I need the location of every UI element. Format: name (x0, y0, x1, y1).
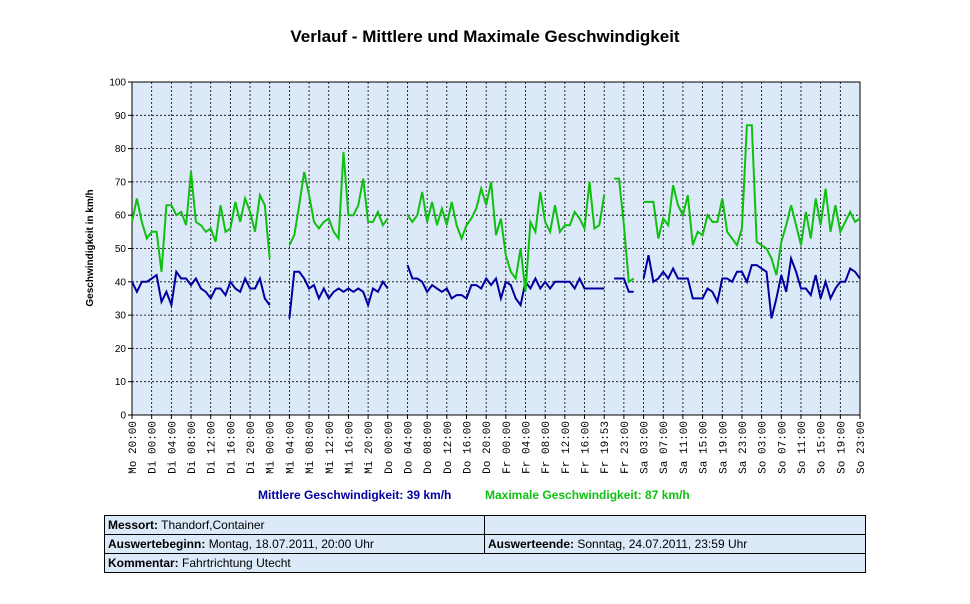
info-label: Auswerteende: (488, 537, 575, 551)
x-tick-label: Fr 08:00 (541, 421, 553, 474)
x-tick-label: Mi 08:00 (305, 421, 317, 474)
x-tick-label: Sa 23:00 (738, 421, 750, 474)
x-tick-label: So 11:00 (797, 421, 809, 474)
x-tick-label: Do 04:00 (403, 421, 415, 474)
x-tick-label: Fr 19:53 (600, 421, 612, 474)
y-tick-label: 50 (115, 244, 127, 255)
x-tick-label: Sa 19:00 (718, 421, 730, 474)
x-tick-label: So 19:00 (836, 421, 848, 474)
y-tick-label: 20 (115, 344, 127, 355)
series-line (131, 124, 861, 292)
chart: Verlauf - Mittlere und Maximale Geschwin… (85, 27, 868, 502)
y-tick-label: 10 (115, 377, 127, 388)
x-tick-label: Di 16:00 (226, 421, 238, 474)
x-tick-label: Do 20:00 (482, 421, 494, 474)
x-tick-label: So 07:00 (777, 421, 789, 474)
info-cell: Auswertebeginn: Montag, 18.07.2011, 20:0… (104, 534, 485, 554)
x-tick-label: So 15:00 (817, 421, 829, 474)
y-tick-label: 60 (115, 211, 127, 222)
x-tick-label: Mi 16:00 (344, 421, 356, 474)
x-tick-label: Fr 00:00 (502, 421, 514, 474)
series-line (131, 254, 861, 319)
info-value: Thandorf,Container (161, 518, 265, 532)
y-tick-label: 100 (109, 78, 126, 89)
y-tick-label: 40 (115, 277, 127, 288)
x-tick-label: Sa 07:00 (659, 421, 671, 474)
info-value: Montag, 18.07.2011, 20:00 Uhr (208, 537, 374, 551)
x-tick-label: Di 20:00 (246, 421, 258, 474)
x-tick-label: Do 16:00 (462, 421, 474, 474)
x-tick-label: Di 04:00 (167, 421, 179, 474)
info-label: Auswertebeginn: (108, 537, 206, 551)
x-tick-label: Di 12:00 (207, 421, 219, 474)
x-tick-label: Mi 00:00 (266, 421, 278, 474)
x-tick-label: Mi 20:00 (364, 421, 376, 474)
x-tick-label: Fr 12:00 (561, 421, 573, 474)
x-tick-label: Do 12:00 (443, 421, 455, 474)
x-tick-label: Sa 15:00 (699, 421, 711, 474)
x-tick-label: Mi 04:00 (285, 421, 297, 474)
info-cell: Auswerteende: Sonntag, 24.07.2011, 23:59… (484, 534, 866, 554)
x-tick-label: Sa 03:00 (640, 421, 652, 474)
legend-entry: Maximale Geschwindigkeit: 87 km/h (485, 488, 690, 502)
x-tick-label: Sa 11:00 (679, 421, 691, 474)
x-tick-label: Do 00:00 (384, 421, 396, 474)
x-tick-label: Di 08:00 (187, 421, 199, 474)
info-cell: Messort: Thandorf,Container (104, 515, 485, 535)
chart-title: Verlauf - Mittlere und Maximale Geschwin… (290, 27, 680, 46)
x-tick-label: So 23:00 (856, 421, 868, 474)
x-tick-label: So 03:00 (758, 421, 770, 474)
info-label: Kommentar: (108, 556, 179, 570)
info-value: Fahrtrichtung Utecht (182, 556, 291, 570)
y-tick-label: 90 (115, 111, 127, 122)
legend-entry: Mittlere Geschwindigkeit: 39 km/h (258, 488, 451, 502)
x-tick-label: Mi 12:00 (325, 421, 337, 474)
y-tick-label: 70 (115, 177, 127, 188)
x-tick-label: Fr 16:00 (581, 421, 593, 474)
x-tick-label: Fr 04:00 (522, 421, 534, 474)
x-tick-label: Fr 23:00 (620, 421, 632, 474)
x-tick-label: Mo 20:00 (128, 421, 140, 474)
x-tick-label: Do 08:00 (423, 421, 435, 474)
info-table: Messort: Thandorf,Container Auswertebegi… (104, 515, 866, 573)
info-cell: Kommentar: Fahrtrichtung Utecht (104, 553, 866, 573)
y-tick-label: 80 (115, 144, 127, 155)
info-value: Sonntag, 24.07.2011, 23:59 Uhr (577, 537, 748, 551)
info-cell (484, 515, 866, 535)
x-tick-label: Di 00:00 (148, 421, 160, 474)
info-label: Messort: (108, 518, 159, 532)
y-tick-label: 0 (120, 411, 126, 422)
y-axis-label: Geschwindigkeit in km/h (85, 189, 96, 306)
y-tick-label: 30 (115, 311, 127, 322)
